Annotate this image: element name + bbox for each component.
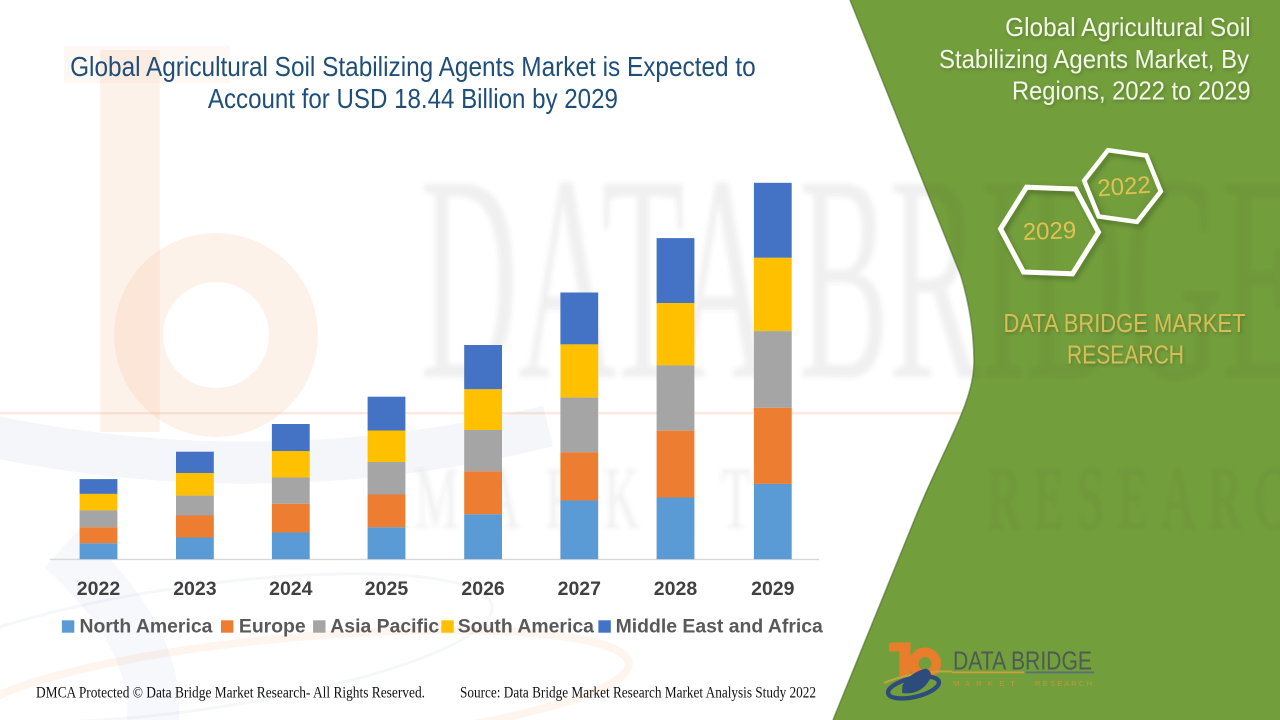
svg-text:RESEARCH: RESEARCH bbox=[988, 449, 1280, 548]
svg-text:Regions, 2022 to 2029: Regions, 2022 to 2029 bbox=[1012, 76, 1251, 106]
svg-text:Europe: Europe bbox=[239, 616, 306, 638]
svg-text:Global Agricultural Soil Stabi: Global Agricultural Soil Stabilizing Age… bbox=[70, 51, 756, 82]
svg-text:2022: 2022 bbox=[1096, 172, 1151, 203]
svg-text:2027: 2027 bbox=[558, 578, 601, 600]
svg-text:2026: 2026 bbox=[461, 578, 505, 600]
svg-text:DATA BRIDGE MARKET: DATA BRIDGE MARKET bbox=[1004, 308, 1246, 338]
svg-text:M A R K E T: M A R K E T bbox=[953, 679, 1015, 688]
svg-text:Account for USD 18.44 Billion: Account for USD 18.44 Billion by 2029 bbox=[208, 83, 618, 114]
svg-text:2029: 2029 bbox=[751, 578, 795, 600]
svg-text:Middle East and Africa: Middle East and Africa bbox=[616, 616, 823, 638]
svg-text:2028: 2028 bbox=[654, 578, 698, 600]
svg-text:Global Agricultural Soil: Global Agricultural Soil bbox=[1005, 12, 1251, 42]
svg-text:2029: 2029 bbox=[1022, 217, 1076, 246]
svg-text:R E S E A R C H: R E S E A R C H bbox=[1035, 679, 1092, 688]
svg-text:2025: 2025 bbox=[365, 578, 409, 600]
svg-text:Source: Data Bridge Market Res: Source: Data Bridge Market Research Mark… bbox=[460, 685, 816, 702]
svg-text:DATA BRIDGE: DATA BRIDGE bbox=[953, 648, 1092, 676]
svg-text:South America: South America bbox=[458, 616, 594, 638]
svg-text:2024: 2024 bbox=[269, 578, 313, 600]
svg-text:RESEARCH: RESEARCH bbox=[1067, 340, 1184, 370]
svg-text:2022: 2022 bbox=[77, 578, 121, 600]
svg-text:Stabilizing Agents Market, By: Stabilizing Agents Market, By bbox=[939, 44, 1249, 74]
svg-text:2023: 2023 bbox=[173, 578, 217, 600]
svg-text:DMCA Protected © Data Bridge M: DMCA Protected © Data Bridge Market Rese… bbox=[36, 685, 425, 702]
svg-text:North America: North America bbox=[80, 616, 213, 638]
svg-text:Asia Pacific: Asia Pacific bbox=[330, 616, 439, 638]
